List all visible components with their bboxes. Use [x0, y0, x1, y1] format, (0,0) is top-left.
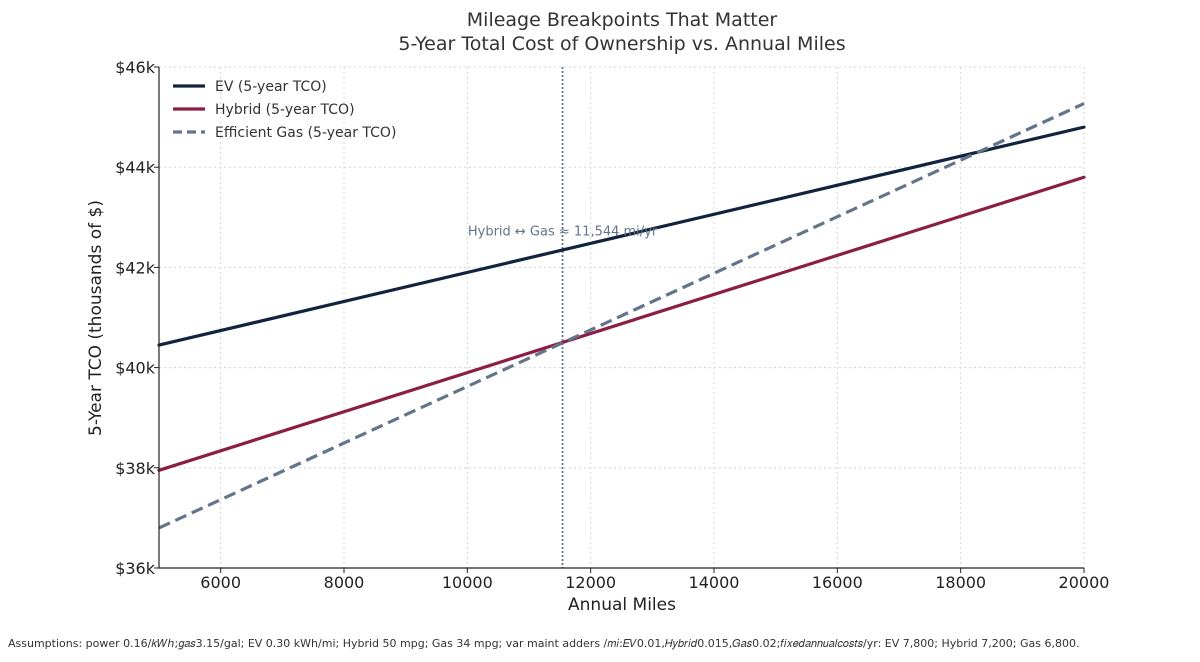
breakpoint-annotation: Hybrid ↔ Gas ≈ 11,544 mi/yr	[468, 224, 658, 239]
legend-label-0: EV (5-year TCO)	[215, 79, 327, 95]
series-line-1	[157, 175, 1086, 472]
series-line-2	[158, 102, 1085, 530]
x-tick-label: 12000	[565, 573, 616, 592]
x-tick-label: 8000	[324, 573, 365, 592]
y-tick-label: $42k	[115, 258, 156, 277]
grid	[159, 66, 1085, 569]
series-line-0	[157, 125, 1086, 347]
legend-label-2: Efficient Gas (5-year TCO)	[215, 125, 396, 141]
ticks: 6000 8000 10000 12000 14000 16000 18000 20000 $3…	[115, 58, 1109, 592]
chart-subtitle: 5-Year Total Cost of Ownership vs. Annua…	[398, 33, 845, 55]
axes	[158, 67, 1084, 569]
legend-label-1: Hybrid (5-year TCO)	[215, 102, 355, 118]
chart-title: Mileage Breakpoints That Matter	[467, 9, 778, 31]
assumptions-footnote: Assumptions: power 0.16/𝑘𝑊ℎ;𝑔𝑎𝑠3.15/gal;…	[8, 637, 1080, 650]
x-tick-label: 16000	[812, 573, 863, 592]
y-tick-label: $40k	[115, 359, 156, 378]
y-tick-label: $38k	[115, 459, 156, 478]
x-axis-label: Annual Miles	[568, 595, 676, 615]
y-tick-label: $44k	[115, 158, 156, 177]
x-tick-label: 6000	[200, 573, 241, 592]
series-layer	[157, 102, 1086, 530]
y-axis-label: 5-Year TCO (thousands of $)	[86, 200, 106, 436]
legend: EV (5-year TCO) Hybrid (5-year TCO) Effici…	[173, 79, 396, 141]
y-tick-label: $46k	[115, 58, 156, 77]
tco-chart: Mileage Breakpoints That Matter 5-Year T…	[86, 9, 1109, 615]
x-tick-label: 20000	[1059, 573, 1110, 592]
x-tick-label: 14000	[689, 573, 740, 592]
x-tick-label: 18000	[935, 573, 986, 592]
y-tick-label: $36k	[115, 559, 156, 578]
x-tick-label: 10000	[442, 573, 493, 592]
